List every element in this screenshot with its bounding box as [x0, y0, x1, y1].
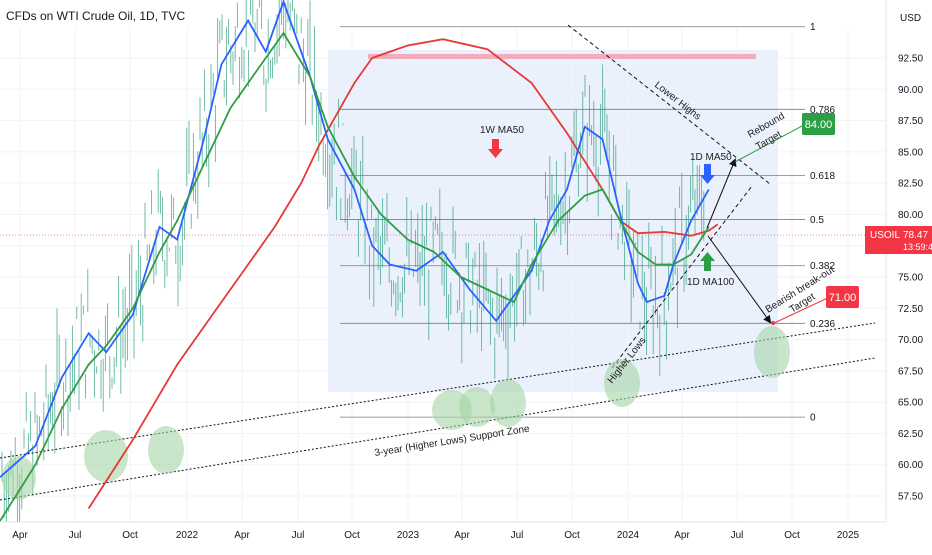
y-tick-label: 65.00 [898, 398, 923, 409]
y-tick-label: 62.50 [898, 429, 923, 440]
support-circle [604, 359, 640, 407]
candles [1, 0, 705, 544]
y-tick-label: 87.50 [898, 116, 923, 127]
fib-label: 0.618 [810, 171, 835, 182]
x-tick-label: 2022 [176, 530, 199, 541]
y-tick-label: 57.50 [898, 492, 923, 503]
y-tick-label: 67.50 [898, 366, 923, 377]
fib-label: 1 [810, 22, 816, 33]
y-tick-label: 90.00 [898, 85, 923, 96]
x-tick-label: Oct [122, 530, 138, 541]
bearish-arrow [707, 235, 772, 324]
red-down-arrow-icon [488, 139, 503, 158]
x-tick-label: Apr [674, 530, 690, 541]
blue-down-arrow-icon [700, 164, 715, 184]
d-ma50-label: 1D MA50 [690, 152, 732, 163]
x-tick-label: Jul [511, 530, 524, 541]
support-circles [2, 326, 790, 500]
fib-label: 0.382 [810, 261, 835, 272]
rebound-target-box [802, 113, 835, 135]
weekly-ma-label: 1W MA50 [480, 125, 524, 136]
support-circle [84, 430, 128, 482]
x-tick-label: Oct [564, 530, 580, 541]
time-axis-bg [0, 522, 886, 550]
lower-highs-line [567, 24, 771, 185]
price-tag-countdown: 13:59:40 [903, 242, 932, 252]
time-axis: Apr Jul Oct 2022 Apr Jul Oct 2023 Apr Jul Oct 2024 A… [12, 530, 859, 541]
x-tick-label: Oct [344, 530, 360, 541]
y-tick-label: 80.00 [898, 210, 923, 221]
x-tick-label: Apr [234, 530, 250, 541]
ma-series-line [0, 31, 710, 522]
fib-label: 0.236 [810, 319, 835, 330]
x-tick-label: Jul [69, 530, 82, 541]
rebound-target-value: 84.00 [805, 119, 833, 131]
x-tick-label: Oct [784, 530, 800, 541]
x-tick-label: 2025 [837, 530, 860, 541]
support-circle [754, 326, 790, 378]
fib-label: 0.786 [810, 105, 835, 116]
y-tick-label: 82.50 [898, 179, 923, 190]
y-tick-label: 70.00 [898, 335, 923, 346]
y-tick-label: 92.50 [898, 54, 923, 65]
fib-label: 0.5 [810, 215, 824, 226]
bearish-target-box [826, 286, 859, 308]
bearish-target-dot [771, 321, 775, 325]
green-up-arrow-icon [700, 252, 715, 271]
rebound-arrow [706, 158, 737, 229]
currency-label: USD [900, 13, 921, 24]
y-tick-label: 75.00 [898, 273, 923, 284]
d-ma100-label: 1D MA100 [687, 277, 735, 288]
bearish-target-value: 71.00 [829, 292, 857, 304]
x-tick-label: Jul [292, 530, 305, 541]
price-tag-box [865, 226, 932, 254]
support-line-upper [0, 322, 876, 459]
price-tag-symbol: USOIL [870, 230, 900, 241]
rebound-target-leader [734, 125, 803, 163]
ma-lines [0, 0, 719, 522]
price-tag-price: 78.47 [903, 230, 928, 241]
price-axis-bg [886, 0, 932, 550]
support-circle [2, 456, 36, 500]
y-tick-label: 72.50 [898, 304, 923, 315]
x-tick-label: Jul [731, 530, 744, 541]
higher-lows-line [611, 185, 753, 369]
chart-title: CFDs on WTI Crude Oil, 1D, TVC [6, 9, 185, 23]
price-axis: 92.5090.0087.5085.0082.5080.0077.5075.00… [898, 54, 923, 503]
x-tick-label: Apr [454, 530, 470, 541]
resistance-band [368, 54, 756, 59]
support-circle [459, 387, 495, 427]
fib-label: 0 [810, 413, 816, 424]
x-tick-label: 2023 [397, 530, 420, 541]
range-zone [328, 50, 778, 392]
bearish-target-leader [771, 295, 833, 325]
ma-series-line [0, 0, 710, 478]
support-circle [148, 426, 184, 474]
y-tick-label: 85.00 [898, 147, 923, 158]
support-circle [490, 379, 526, 427]
x-tick-label: Apr [12, 530, 28, 541]
ma-series-line [87, 38, 719, 509]
x-tick-label: 2024 [617, 530, 640, 541]
y-tick-label: 60.00 [898, 460, 923, 471]
